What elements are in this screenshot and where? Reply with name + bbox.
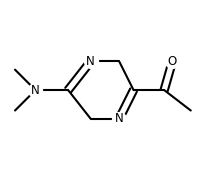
Text: N: N — [115, 112, 124, 125]
Text: N: N — [86, 55, 95, 68]
Text: N: N — [31, 84, 40, 97]
Text: O: O — [168, 55, 177, 68]
